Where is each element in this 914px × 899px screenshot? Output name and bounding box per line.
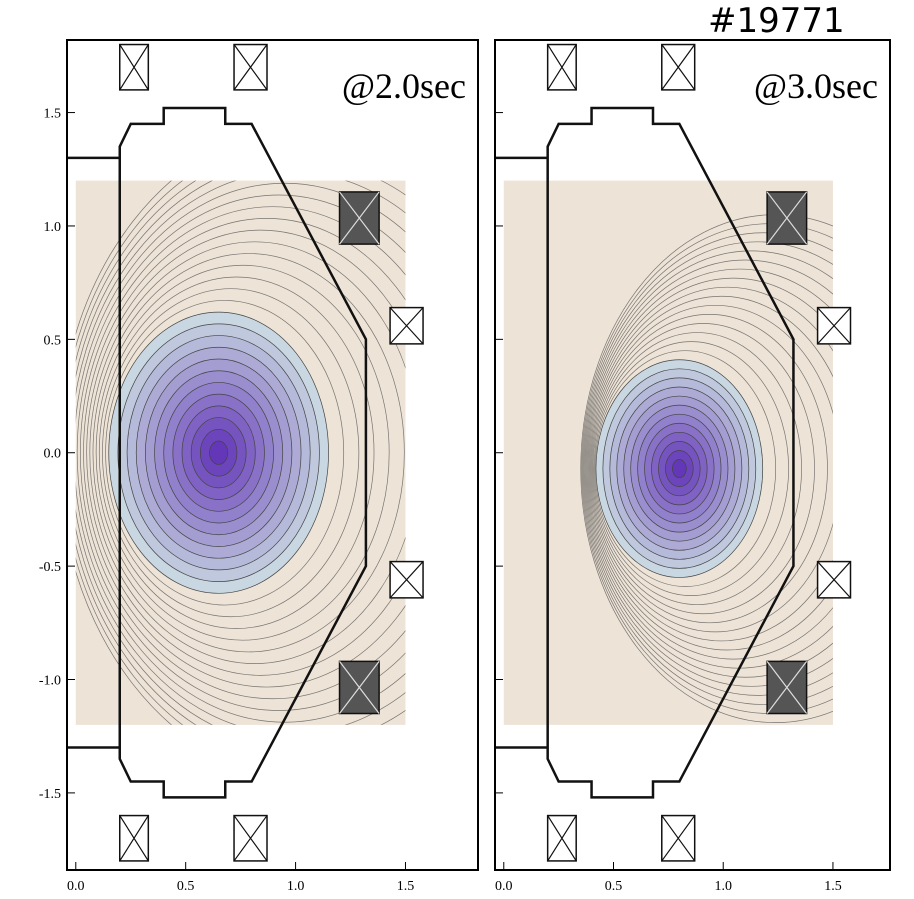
shot-label: #19771 (708, 1, 845, 41)
panel: 0.0 0.5 1.0 1.5 -1.5 -1.0 -0.5 0.0 0.5 1.0 1.5 @2.0… (39, 40, 571, 894)
contour-line (672, 460, 686, 478)
x-tick-label: 0.0 (495, 879, 513, 894)
contour-line (209, 441, 227, 464)
time-annotation: @2.0sec (342, 66, 466, 106)
y-tick-label: -1.0 (39, 674, 61, 689)
y-tick-label: -0.5 (39, 560, 61, 575)
x-tick-label: 0.5 (605, 879, 623, 894)
y-tick-label: 0.5 (44, 333, 62, 348)
y-tick-label: 1.5 (44, 107, 62, 122)
x-tick-label: 1.0 (714, 879, 732, 894)
x-tick-label: 1.0 (287, 879, 305, 894)
y-tick-label: -1.5 (39, 787, 61, 802)
panel: 0.0 0.5 1.0 1.5 @3.0sec (495, 40, 914, 894)
figure: #19771 0.0 0.5 1.0 1.5 -1.5 -1.0 -0.5 0.0 0.5 1.0… (0, 0, 914, 899)
x-tick-label: 0.5 (177, 879, 195, 894)
x-tick-label: 0.0 (67, 879, 85, 894)
x-tick-label: 1.5 (824, 879, 842, 894)
time-annotation: @3.0sec (754, 66, 878, 106)
x-tick-label: 1.5 (397, 879, 415, 894)
y-tick-label: 0.0 (44, 447, 62, 462)
y-tick-label: 1.0 (44, 220, 62, 235)
